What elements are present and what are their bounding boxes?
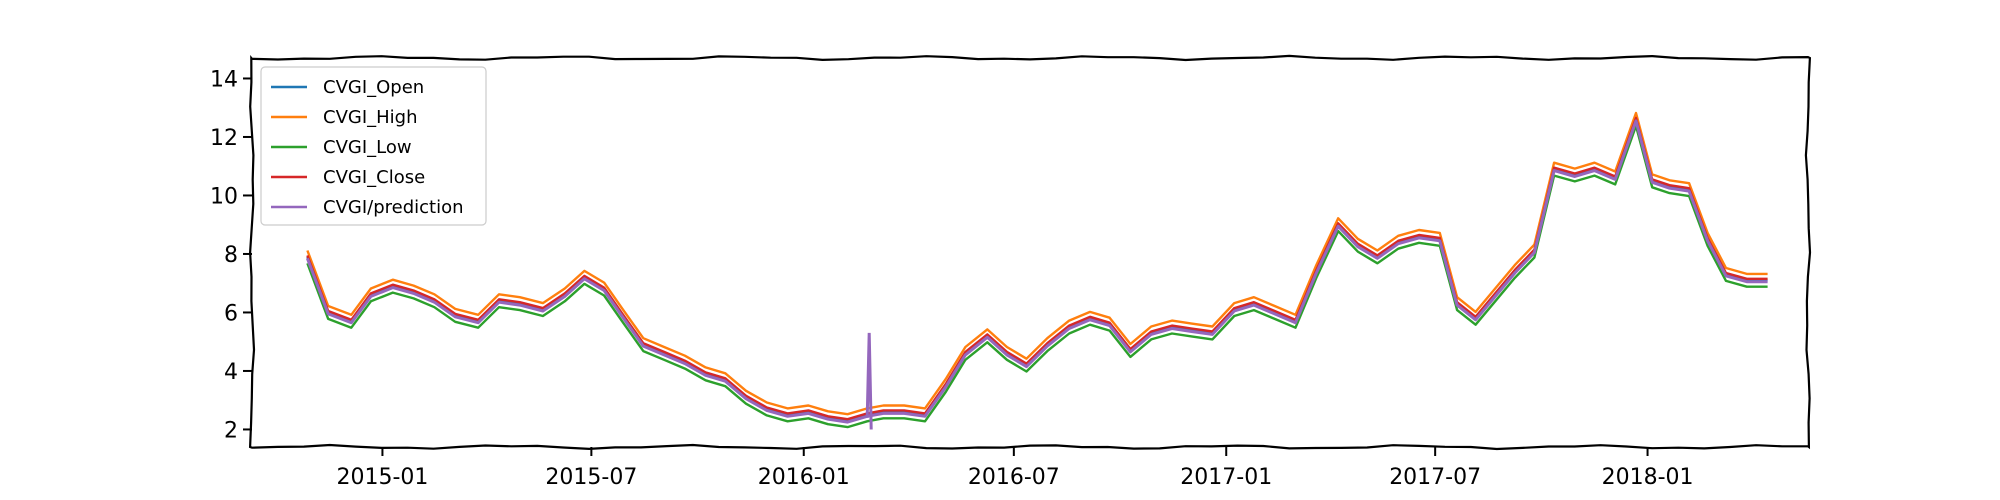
series-line-cvgi-high — [306, 111, 1768, 416]
legend-label-cvgi-open: CVGI_Open — [323, 77, 424, 98]
legend-box — [260, 66, 487, 226]
y-tick-label: 10 — [210, 184, 238, 209]
legend: CVGI_Open CVGI_High CVGI_Low CVGI_Close CVGI… — [260, 66, 487, 226]
legend-label-cvgi-close: CVGI_Close — [323, 167, 425, 188]
y-tick-label: 6 — [224, 301, 238, 326]
series-line-cvgi-open — [306, 118, 1768, 422]
y-tick-label: 8 — [224, 243, 238, 268]
x-tick-label: 2015-01 — [336, 465, 428, 490]
series-layer — [305, 111, 1768, 430]
y-tick-label: 4 — [224, 360, 238, 385]
x-tick-label: 2017-07 — [1389, 465, 1481, 490]
prediction-spike — [865, 332, 873, 430]
x-tick-label: 2017-01 — [1180, 465, 1272, 490]
axis-ticks: 2 4 6 8 10 12 14 2015-01 2015-07 2016-01 2016-07 20… — [210, 67, 1694, 490]
plot-frame — [248, 54, 1812, 451]
legend-label-cvgi-high: CVGI_High — [323, 107, 418, 128]
series-line-cvgi-close — [306, 116, 1768, 421]
x-tick-label: 2018-01 — [1602, 465, 1694, 490]
x-tick-label: 2016-01 — [758, 465, 850, 490]
y-tick-label: 12 — [210, 126, 238, 151]
x-tick-label: 2015-07 — [545, 465, 637, 490]
series-line-cvgi-prediction — [305, 119, 1768, 424]
legend-label-cvgi-low: CVGI_Low — [323, 137, 412, 158]
y-tick-label: 2 — [224, 418, 238, 443]
legend-label-cvgi-prediction: CVGI/prediction — [323, 197, 464, 218]
x-tick-label: 2016-07 — [968, 465, 1060, 490]
y-tick-label: 14 — [210, 67, 238, 92]
series-line-cvgi-low — [306, 124, 1768, 429]
